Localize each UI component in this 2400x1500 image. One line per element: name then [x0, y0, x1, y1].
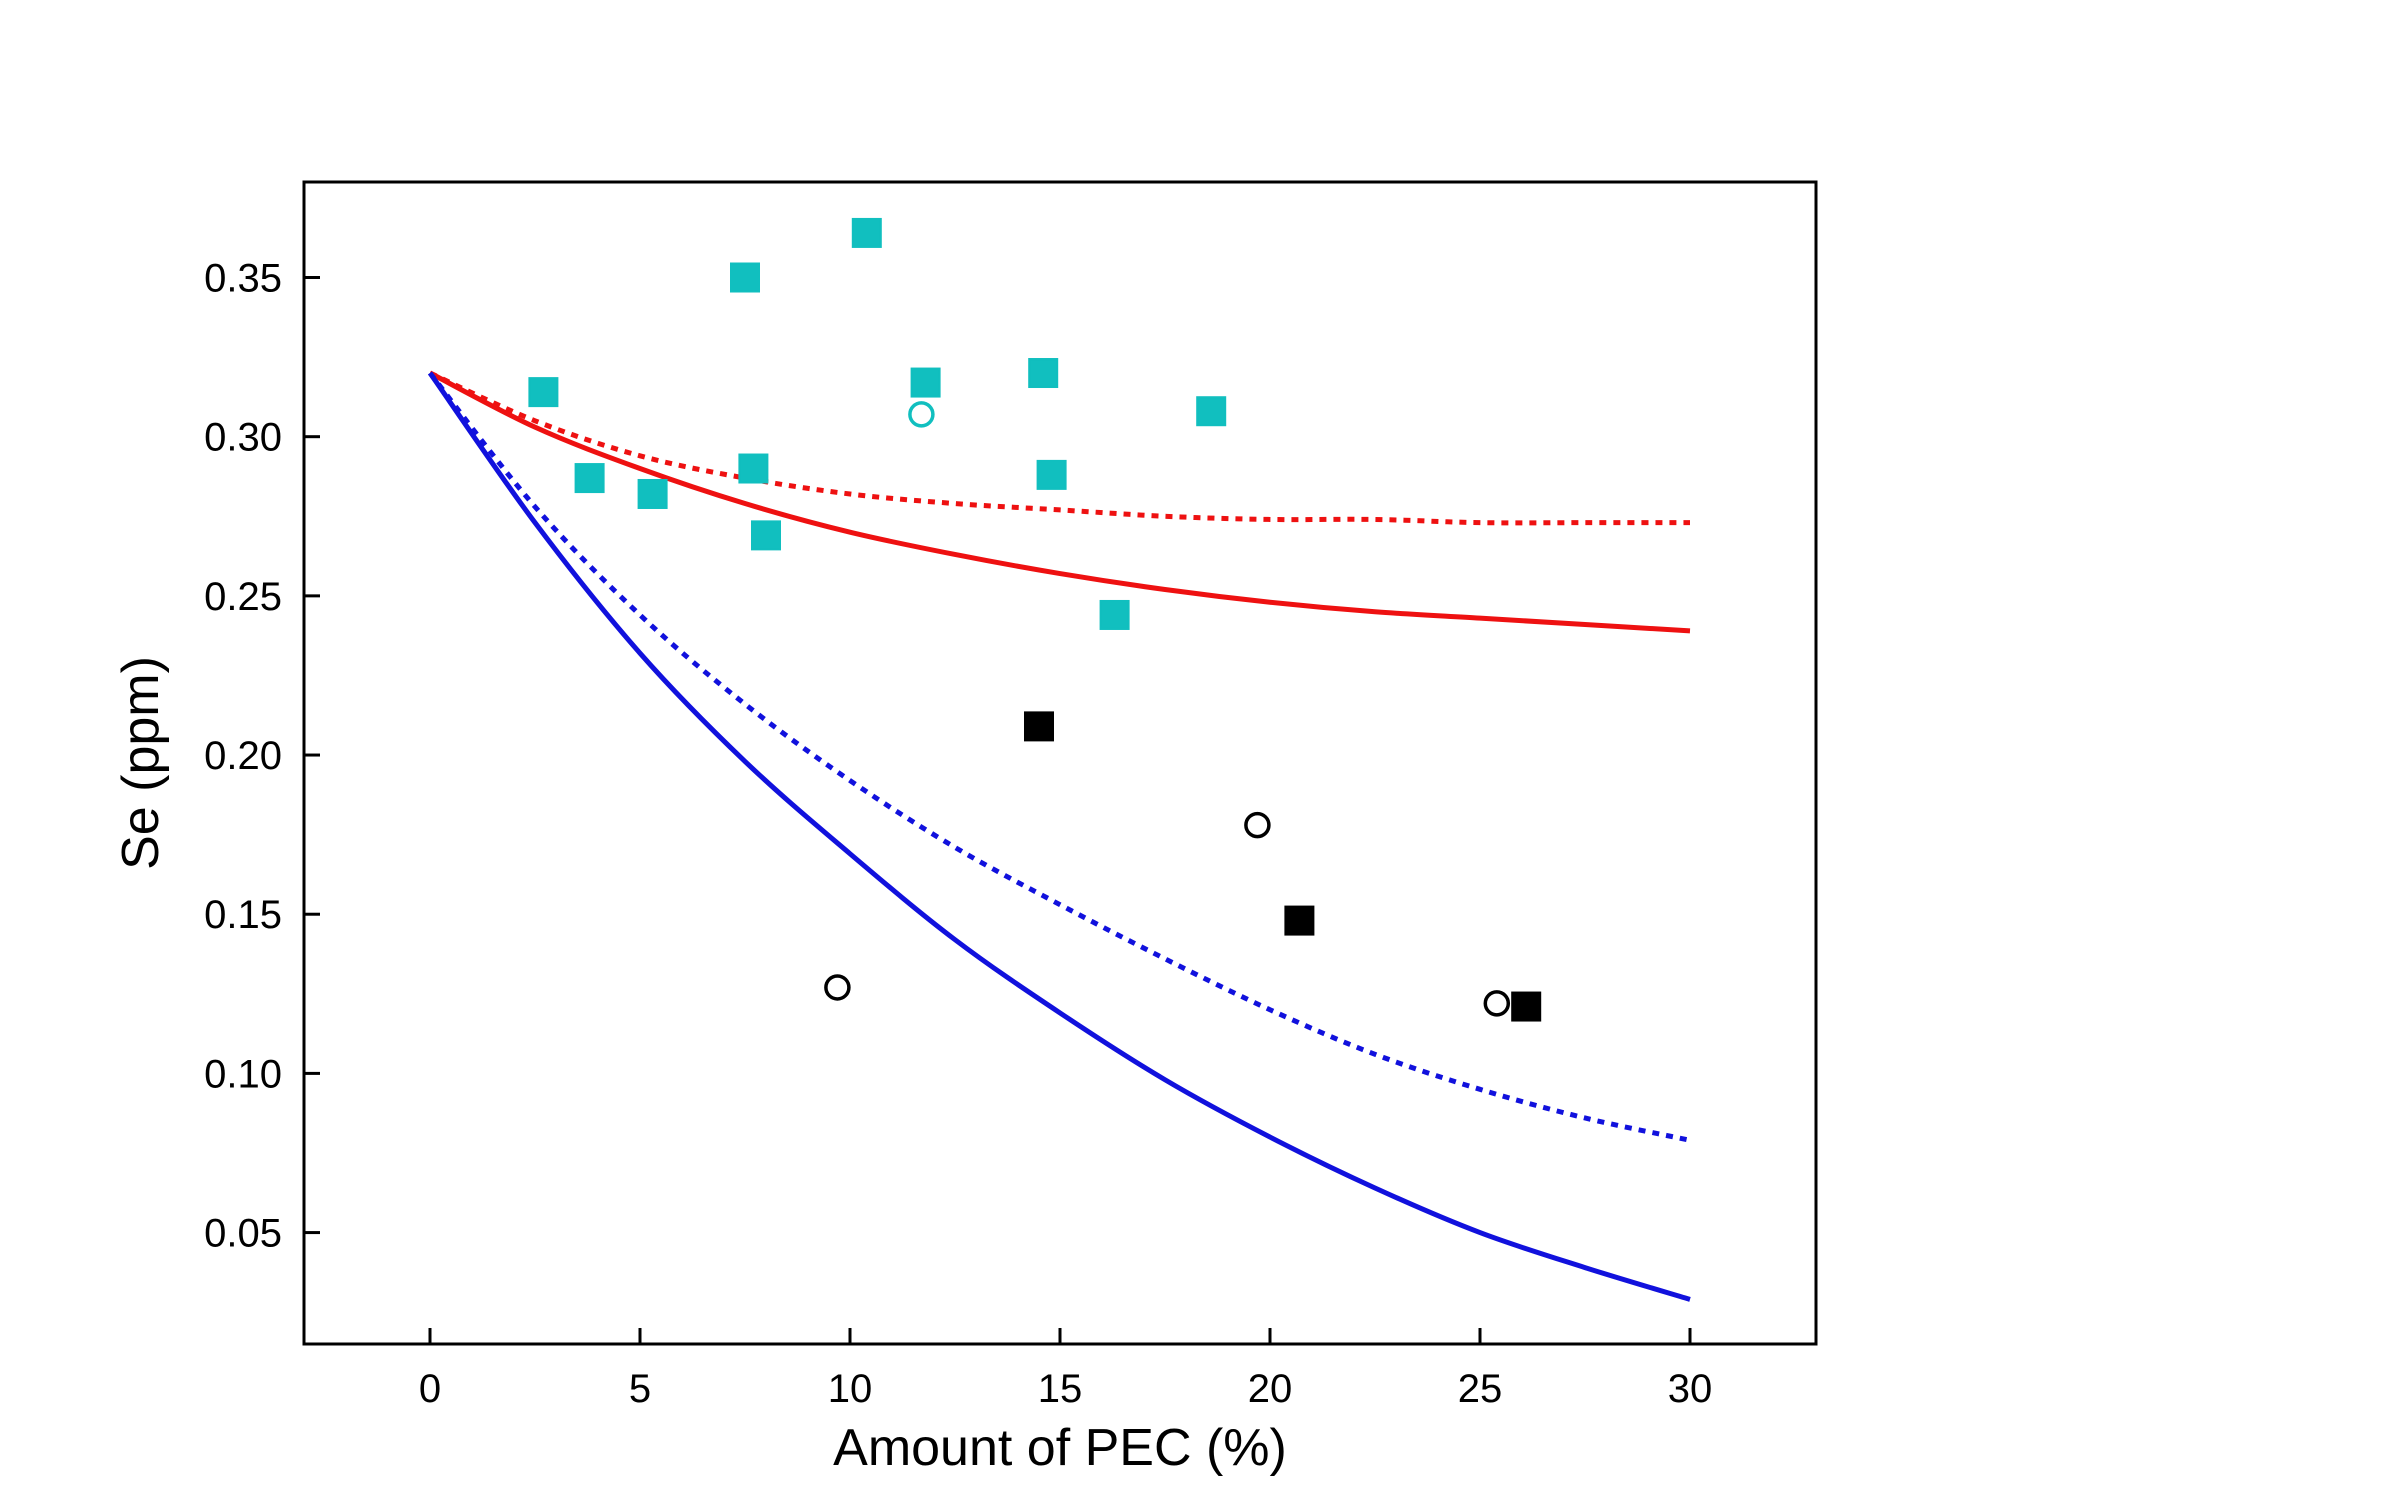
- data-point-square: [637, 478, 668, 509]
- x-tick-label: 30: [1668, 1367, 1713, 1411]
- y-tick-label: 0.30: [204, 416, 282, 460]
- data-point-square: [1196, 396, 1227, 427]
- data-point-square: [730, 262, 760, 293]
- y-tick-label: 0.10: [204, 1052, 282, 1096]
- data-point-square: [1024, 711, 1054, 742]
- y-axis-title: Se (ppm): [112, 656, 170, 870]
- y-axis: 0.05 0.10 0.15 0.20 0.25 0.30 0.35: [204, 257, 320, 1256]
- curve-red-solid: [428, 370, 1691, 634]
- curve-red-dotted: [428, 370, 1690, 526]
- x-axis: 0 5 10 15 20 25 30: [419, 1328, 1712, 1411]
- data-point-circle: [824, 974, 851, 1001]
- y-tick-label: 0.25: [204, 575, 282, 619]
- x-tick-label: 10: [828, 1367, 873, 1411]
- data-point-square: [910, 367, 941, 398]
- x-tick-label: 5: [629, 1367, 651, 1411]
- curves-layer: [427, 370, 1691, 1302]
- x-tick-label: 25: [1458, 1367, 1503, 1411]
- x-axis-title: Amount of PEC (%): [833, 1419, 1287, 1477]
- data-point-square: [1099, 599, 1130, 630]
- data-point-circle: [908, 401, 935, 428]
- data-point-circle: [1483, 990, 1511, 1017]
- x-tick-label: 0: [419, 1367, 441, 1411]
- data-point-square: [1511, 991, 1542, 1022]
- data-point-square: [1036, 459, 1067, 490]
- data-point-square: [1028, 358, 1059, 389]
- data-point-circle: [1244, 811, 1271, 839]
- y-tick-label: 0.05: [204, 1212, 282, 1256]
- y-tick-label: 0.35: [204, 257, 282, 301]
- plot-frame: [302, 180, 1818, 1346]
- data-point-square: [751, 520, 781, 551]
- curve-blue-dotted: [428, 371, 1691, 1143]
- curve-blue-solid: [427, 371, 1691, 1302]
- data-point-square: [738, 453, 769, 484]
- points-layer: [528, 217, 1542, 1022]
- x-tick-label: 15: [1038, 1367, 1083, 1411]
- data-point-square: [574, 463, 605, 494]
- data-point-square: [1284, 905, 1315, 936]
- y-tick-label: 0.20: [204, 734, 282, 778]
- x-tick-label: 20: [1248, 1367, 1293, 1411]
- data-point-square: [851, 217, 882, 248]
- data-point-square: [528, 377, 559, 408]
- y-tick-label: 0.15: [204, 893, 282, 937]
